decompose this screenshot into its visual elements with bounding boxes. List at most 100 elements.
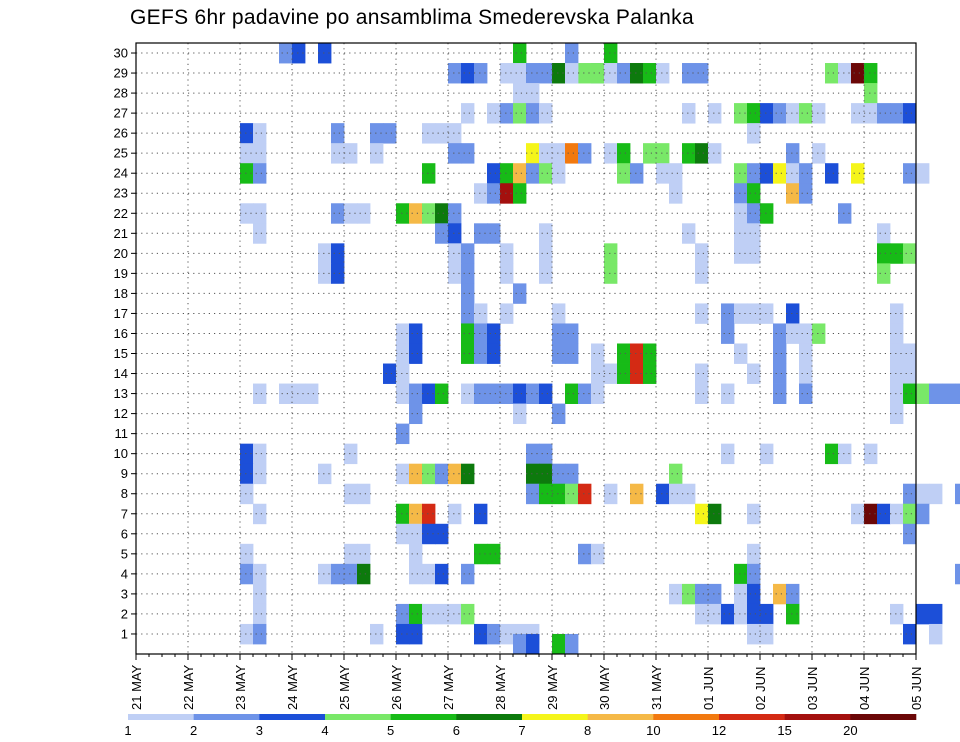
heatmap-cell — [474, 323, 488, 344]
heatmap-cell — [630, 483, 644, 505]
heatmap-cell — [552, 63, 566, 84]
heatmap-cell — [240, 123, 254, 144]
heatmap-cell — [877, 103, 891, 124]
heatmap-cell — [513, 403, 527, 425]
heatmap-cell — [253, 603, 267, 625]
heatmap-cell — [656, 63, 670, 84]
heatmap-cell — [370, 143, 384, 164]
heatmap-cell — [383, 363, 397, 384]
heatmap-cell — [942, 383, 956, 404]
x-axis: 21 MAY 22 MAY 23 MAY 24 MAY 25 MAY 26 MAY 27 M… — [129, 654, 924, 710]
heatmap-cell — [422, 383, 436, 404]
heatmap-cell — [916, 503, 930, 525]
x-tick-label: 04 JUN — [857, 667, 872, 710]
heatmap-cell — [929, 383, 943, 404]
heatmap-cell — [539, 103, 553, 124]
heatmap-cell — [487, 383, 501, 404]
heatmap-cell — [929, 623, 943, 645]
heatmap-cell — [396, 463, 410, 485]
heatmap-cell — [604, 483, 618, 505]
y-tick-label: 20 — [114, 246, 128, 261]
heatmap-cell — [591, 363, 605, 384]
heatmap-cell — [734, 583, 748, 605]
heatmap-cell — [734, 223, 748, 244]
heatmap-cell — [734, 603, 748, 625]
heatmap-cell — [630, 163, 644, 184]
heatmap-cell — [708, 603, 722, 625]
heatmap-cell — [721, 303, 735, 324]
heatmap-cell — [656, 163, 670, 184]
x-tick-label: 31 MAY — [649, 664, 664, 710]
heatmap-cell — [565, 343, 579, 364]
heatmap-cell — [864, 503, 878, 525]
heatmap-cell — [357, 563, 371, 585]
y-axis: 1234567891011121314151617181920212223242… — [114, 46, 136, 641]
heatmap-cell — [877, 503, 891, 525]
colorbar-label: 12 — [712, 723, 726, 738]
heatmap-cell — [539, 243, 553, 264]
heatmap-cell — [240, 143, 254, 164]
heatmap-cell — [526, 143, 540, 164]
heatmap-cell — [890, 403, 904, 425]
heatmap-cells — [240, 43, 960, 655]
heatmap-cell — [565, 323, 579, 344]
heatmap-cell — [526, 83, 540, 104]
heatmap-cell — [461, 283, 475, 304]
heatmap-cell — [578, 143, 592, 164]
heatmap-cell — [721, 443, 735, 465]
y-tick-label: 23 — [114, 186, 128, 201]
heatmap-cell — [487, 343, 501, 364]
heatmap-cell — [240, 563, 254, 585]
colorbar-label: 7 — [518, 723, 525, 738]
heatmap-cell — [279, 43, 293, 64]
heatmap-cell — [331, 203, 345, 224]
colorbar-swatch — [784, 714, 851, 720]
heatmap-cell — [643, 363, 657, 384]
heatmap-cell — [955, 383, 960, 404]
heatmap-cell — [760, 103, 774, 124]
heatmap-cell — [253, 203, 267, 224]
heatmap-cell — [461, 103, 475, 124]
heatmap-cell — [409, 343, 423, 364]
y-tick-label: 18 — [114, 286, 128, 301]
heatmap-cell — [344, 143, 358, 164]
heatmap-cell — [526, 163, 540, 184]
heatmap-cell — [877, 243, 891, 264]
heatmap-cell — [578, 383, 592, 404]
heatmap-cell — [409, 523, 423, 545]
heatmap-cell — [539, 483, 553, 505]
heatmap-cell — [565, 143, 579, 164]
heatmap-cell — [812, 143, 826, 164]
heatmap-cell — [734, 243, 748, 264]
colorbar-swatch — [850, 714, 917, 720]
heatmap-cell — [474, 383, 488, 404]
heatmap-cell — [461, 563, 475, 585]
heatmap-cell — [240, 483, 254, 505]
heatmap-cell — [747, 623, 761, 645]
heatmap-cell — [773, 363, 787, 384]
heatmap-cell — [682, 483, 696, 505]
heatmap-cell — [422, 123, 436, 144]
heatmap-cell — [552, 633, 566, 655]
heatmap-cell — [604, 263, 618, 284]
heatmap-cell — [786, 103, 800, 124]
heatmap-cell — [838, 443, 852, 465]
heatmap-cell — [500, 383, 514, 404]
colorbar-label: 1 — [124, 723, 131, 738]
heatmap-cell — [669, 463, 683, 485]
x-tick-label: 25 MAY — [337, 664, 352, 710]
heatmap-cell — [721, 383, 735, 404]
y-tick-label: 11 — [115, 426, 129, 441]
heatmap-cell — [461, 143, 475, 164]
heatmap-cell — [396, 383, 410, 404]
colorbar-swatch — [325, 714, 391, 720]
heatmap-cell — [526, 63, 540, 84]
heatmap-cell — [396, 523, 410, 545]
heatmap-cell — [539, 63, 553, 84]
heatmap-cell — [890, 303, 904, 324]
heatmap-cell — [708, 503, 722, 525]
heatmap-cell — [773, 163, 787, 184]
y-tick-label: 5 — [121, 546, 128, 561]
heatmap-cell — [877, 223, 891, 244]
heatmap-cell — [344, 203, 358, 224]
